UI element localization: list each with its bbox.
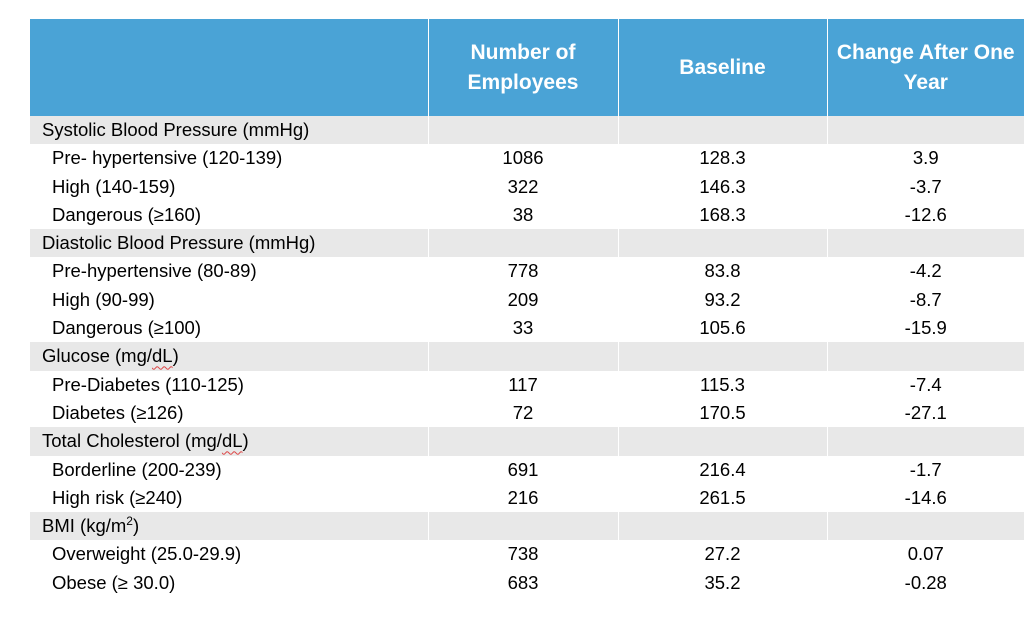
baseline-cell: 83.8 — [617, 257, 827, 286]
table-row: High risk (≥240) 216 261.5 -14.6 — [30, 483, 1024, 513]
change-cell: -8.7 — [826, 285, 1024, 315]
baseline-cell: 105.6 — [617, 314, 827, 343]
employees-cell: 738 — [427, 540, 618, 569]
section-header-row: Total Cholesterol (mg/dL) — [30, 427, 1024, 456]
employees-cell: 72 — [427, 398, 618, 428]
table-row: High (90-99) 209 93.2 -8.7 — [30, 285, 1024, 315]
table-row: Overweight (25.0-29.9) 738 27.2 0.07 — [30, 540, 1024, 569]
table-row: Pre-hypertensive (80-89) 778 83.8 -4.2 — [30, 257, 1024, 286]
section-title: Systolic Blood Pressure (mmHg) — [30, 116, 428, 145]
section-title: Diastolic Blood Pressure (mmHg) — [30, 229, 428, 258]
header-baseline: Baseline — [617, 19, 827, 116]
row-label: Obese (≥ 30.0) — [52, 571, 176, 593]
table-row: Dangerous (≥100) 33 105.6 -15.9 — [30, 314, 1024, 343]
employees-cell: 778 — [427, 257, 618, 286]
table-row: Pre-Diabetes (110-125) 117 115.3 -7.4 — [30, 370, 1024, 399]
row-label: Borderline (200-239) — [52, 458, 222, 480]
employees-cell: 117 — [427, 370, 618, 399]
table-row: High (140-159) 322 146.3 -3.7 — [30, 172, 1024, 201]
header-empty-cell — [30, 19, 428, 116]
header-change-after-one-year: Change After One Year — [826, 19, 1024, 116]
change-cell: -1.7 — [826, 455, 1024, 484]
employees-cell: 38 — [427, 200, 618, 230]
table-row: Pre- hypertensive (120-139) 1086 128.3 3… — [30, 144, 1024, 173]
table-row: Borderline (200-239) 691 216.4 -1.7 — [30, 455, 1024, 484]
baseline-cell: 168.3 — [617, 200, 827, 230]
change-cell: -7.4 — [826, 370, 1024, 399]
section-header-row: BMI (kg/m2) — [30, 512, 1024, 541]
section-title: BMI (kg/m2) — [30, 512, 428, 541]
row-label: Dangerous (≥100) — [52, 317, 201, 339]
table-row: Obese (≥ 30.0) 683 35.2 -0.28 — [30, 568, 1024, 598]
employees-cell: 216 — [427, 483, 618, 513]
baseline-cell: 216.4 — [617, 455, 827, 484]
change-cell: -27.1 — [826, 398, 1024, 428]
employees-cell: 683 — [427, 568, 618, 598]
change-cell: 3.9 — [826, 144, 1024, 173]
change-cell: -4.2 — [826, 257, 1024, 286]
baseline-cell: 93.2 — [617, 285, 827, 315]
baseline-cell: 170.5 — [617, 398, 827, 428]
row-label: Pre- hypertensive (120-139) — [52, 147, 283, 169]
row-label: Diabetes (≥126) — [52, 401, 184, 423]
table-body: Systolic Blood Pressure (mmHg) Pre- hype… — [30, 116, 1024, 598]
change-cell: -0.28 — [826, 568, 1024, 598]
employees-cell: 209 — [427, 285, 618, 315]
table-row: Dangerous (≥160) 38 168.3 -12.6 — [30, 200, 1024, 230]
employees-cell: 33 — [427, 314, 618, 343]
change-cell: -12.6 — [826, 200, 1024, 230]
baseline-cell: 128.3 — [617, 144, 827, 173]
employees-cell: 322 — [427, 172, 618, 201]
baseline-cell: 115.3 — [617, 370, 827, 399]
section-header-row: Systolic Blood Pressure (mmHg) — [30, 116, 1024, 145]
row-label: Pre-Diabetes (110-125) — [52, 373, 244, 395]
row-label: High (140-159) — [52, 175, 176, 197]
change-cell: -3.7 — [826, 172, 1024, 201]
employees-cell: 691 — [427, 455, 618, 484]
row-label: Pre-hypertensive (80-89) — [52, 260, 257, 282]
section-title: Total Cholesterol (mg/dL) — [30, 427, 428, 456]
change-cell: -15.9 — [826, 314, 1024, 343]
baseline-cell: 35.2 — [617, 568, 827, 598]
employees-cell: 1086 — [427, 144, 618, 173]
header-number-of-employees: Number of Employees — [427, 19, 618, 116]
change-cell: -14.6 — [826, 483, 1024, 513]
section-title: Glucose (mg/dL) — [30, 342, 428, 371]
section-header-row: Glucose (mg/dL) — [30, 342, 1024, 371]
baseline-cell: 27.2 — [617, 540, 827, 569]
table-header-row: Number of Employees Baseline Change Afte… — [30, 19, 1024, 116]
row-label: Dangerous (≥160) — [52, 203, 201, 225]
row-label: High (90-99) — [52, 288, 155, 310]
change-cell: 0.07 — [826, 540, 1024, 569]
table-row: Diabetes (≥126) 72 170.5 -27.1 — [30, 398, 1024, 428]
baseline-cell: 146.3 — [617, 172, 827, 201]
row-label: Overweight (25.0-29.9) — [52, 543, 242, 565]
baseline-cell: 261.5 — [617, 483, 827, 513]
results-table: Number of Employees Baseline Change Afte… — [30, 19, 1024, 598]
section-header-row: Diastolic Blood Pressure (mmHg) — [30, 229, 1024, 258]
row-label: High risk (≥240) — [52, 486, 183, 508]
